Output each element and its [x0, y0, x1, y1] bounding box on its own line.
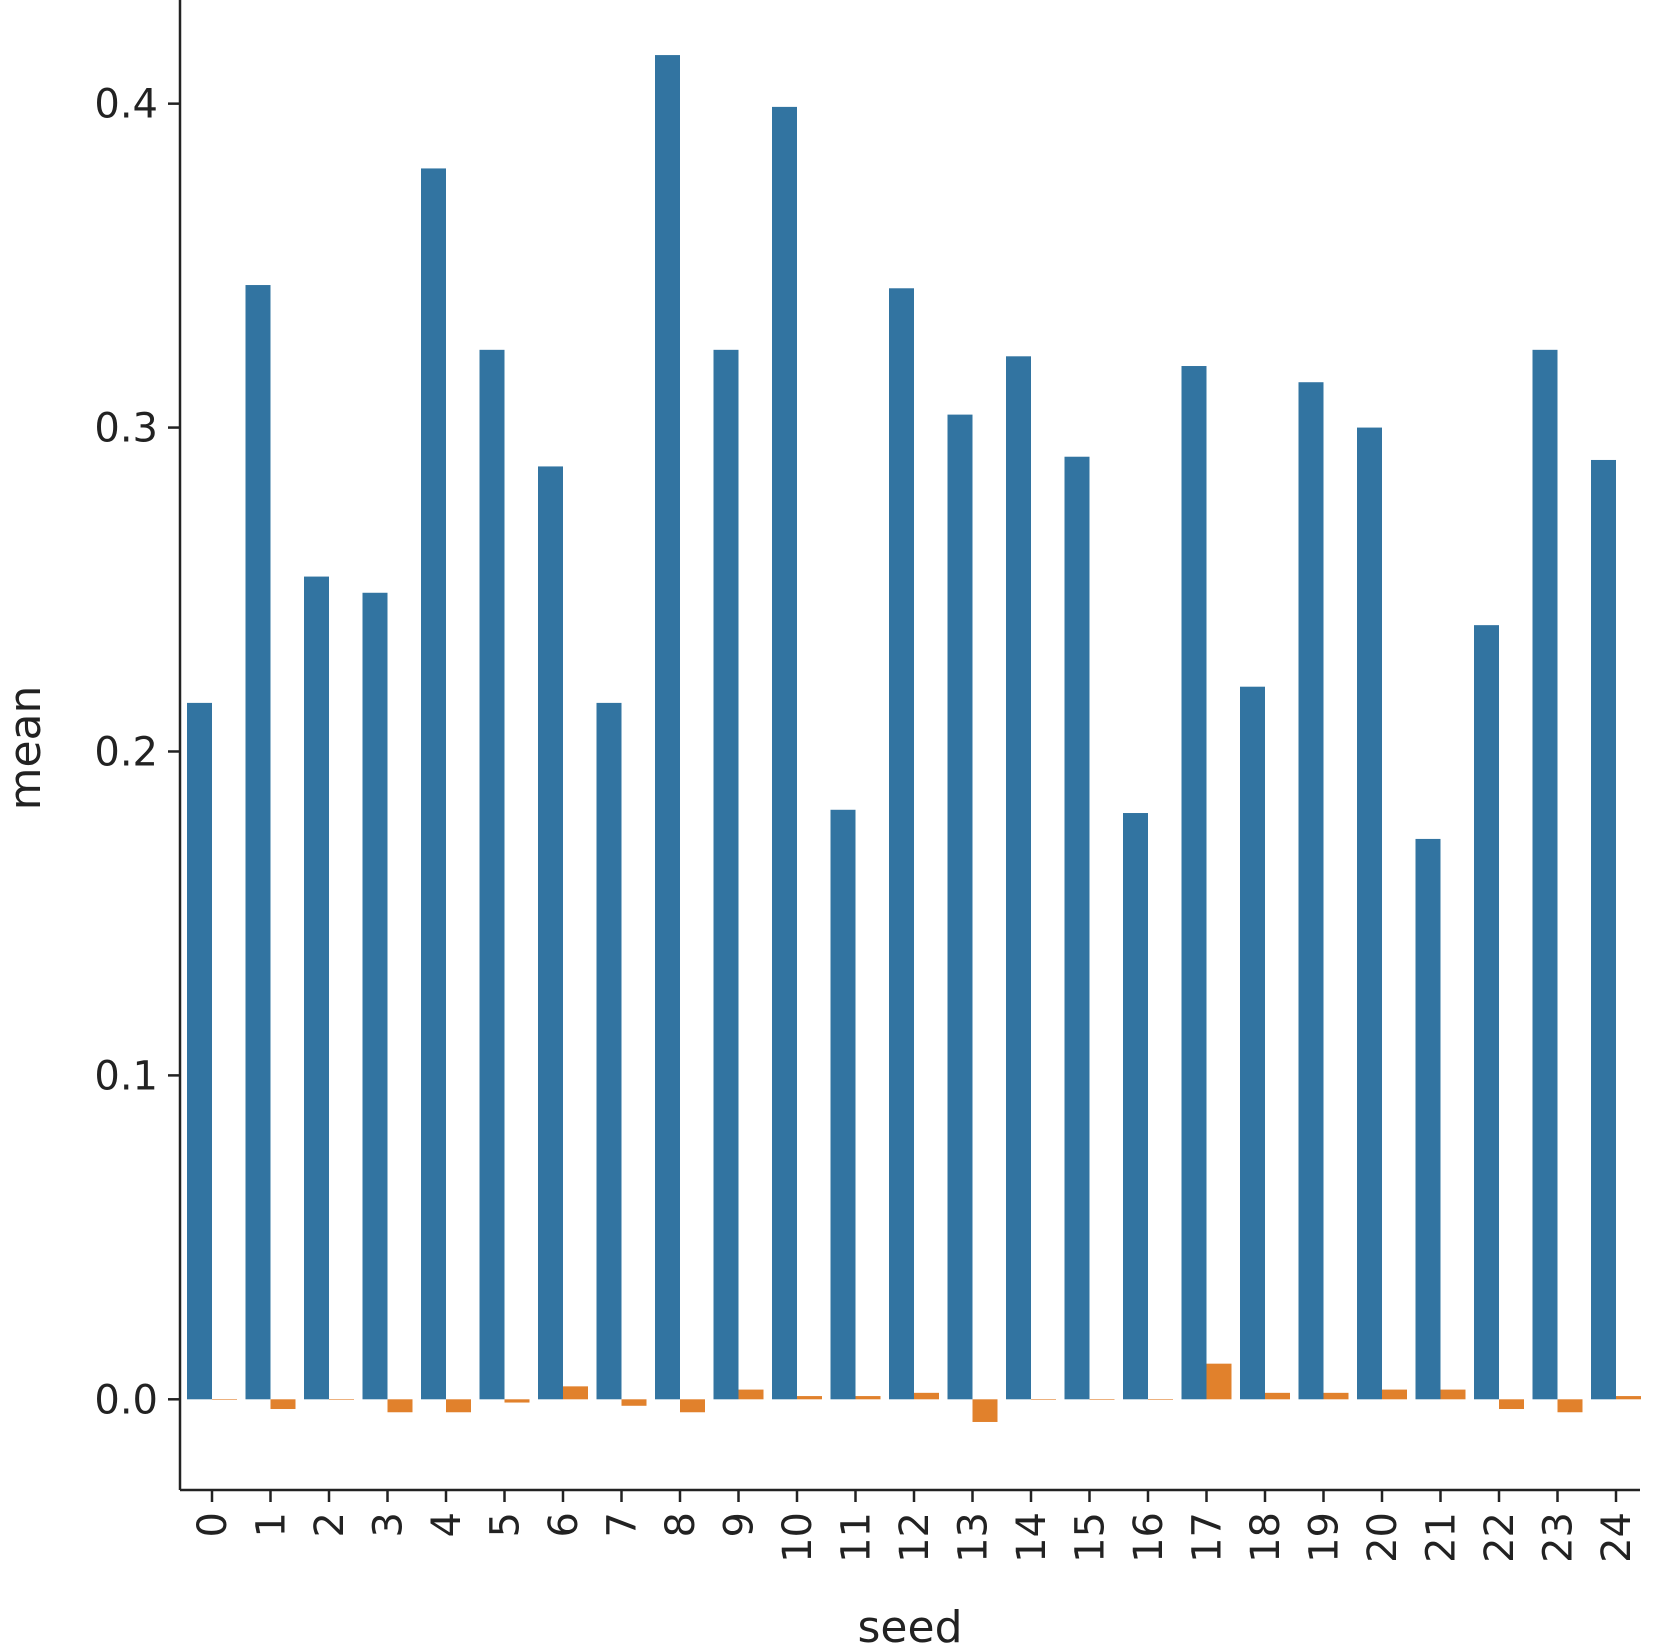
y-tick-label: 0.1	[94, 1053, 158, 1099]
bar-series2-seed-8	[680, 1399, 705, 1413]
x-tick-label: 10	[775, 1512, 821, 1563]
bar-series2-seed-23	[1557, 1399, 1583, 1413]
x-tick-label: 21	[1419, 1512, 1465, 1563]
bar-series2-seed-9	[738, 1389, 764, 1400]
bar-series2-seed-3	[387, 1399, 413, 1413]
bar-series1-seed-18	[1240, 686, 1265, 1400]
bar-series1-seed-3	[362, 592, 388, 1400]
bar-series2-seed-15	[1089, 1399, 1115, 1400]
x-tick-label: 16	[1126, 1512, 1172, 1563]
x-tick-label: 3	[366, 1512, 412, 1537]
x-tick-label: 11	[834, 1512, 880, 1563]
bar-series1-seed-4	[421, 168, 446, 1400]
bar-series1-seed-24	[1591, 459, 1616, 1400]
x-tick-label: 14	[1009, 1512, 1055, 1563]
y-axis: 0.0 0.1 0.2 0.3 0.4	[94, 0, 182, 1490]
bar-series1-seed-1	[245, 285, 271, 1400]
bar-series1-seed-14	[1006, 356, 1031, 1400]
x-tick-label: 2	[307, 1512, 353, 1537]
bar-series1-seed-17	[1181, 366, 1207, 1400]
x-tick-label: 17	[1185, 1512, 1231, 1563]
y-tick-label: 0.3	[94, 406, 158, 452]
bar-series2-seed-17	[1206, 1363, 1232, 1400]
bar-series1-seed-8	[655, 55, 680, 1400]
bar-series1-seed-15	[1064, 456, 1090, 1400]
bar-series2-seed-22	[1499, 1399, 1524, 1410]
bar-series1-seed-7	[596, 702, 622, 1400]
x-tick-label: 19	[1302, 1512, 1348, 1563]
x-tick-label: 8	[658, 1512, 704, 1537]
bar-series1-seed-19	[1298, 382, 1324, 1400]
bar-series1-seed-5	[479, 349, 505, 1400]
x-tick-label: 5	[483, 1512, 529, 1537]
y-tick-label: 0.2	[94, 729, 158, 775]
bar-series2-seed-12	[914, 1392, 939, 1400]
y-tick-label: 0.4	[94, 82, 158, 128]
bar-series2-seed-16	[1148, 1399, 1173, 1400]
bar-series2-seed-20	[1382, 1389, 1407, 1400]
x-tick-label: 13	[951, 1512, 997, 1563]
x-tick-label: 4	[424, 1512, 470, 1537]
x-tick-label: 1	[249, 1512, 295, 1537]
y-axis-title: mean	[0, 686, 51, 811]
x-tick-label: 22	[1477, 1512, 1523, 1563]
y-tick-label: 0.0	[94, 1377, 158, 1423]
bar-series1-seed-11	[830, 809, 856, 1400]
bar-series1-seed-21	[1415, 838, 1441, 1400]
bar-series2-seed-11	[855, 1396, 881, 1400]
bar-series2-seed-1	[270, 1399, 296, 1410]
bars-group	[187, 55, 1641, 1422]
bar-series2-seed-24	[1616, 1396, 1641, 1400]
bar-series1-seed-2	[304, 576, 329, 1400]
x-tick-label: 20	[1360, 1512, 1406, 1563]
bar-series1-seed-23	[1532, 349, 1558, 1400]
bar-series2-seed-2	[329, 1399, 354, 1400]
x-tick-label: 15	[1068, 1512, 1114, 1563]
bar-series1-seed-12	[889, 288, 914, 1400]
x-tick-label: 23	[1536, 1512, 1582, 1563]
x-tick-label: 7	[600, 1512, 646, 1537]
bar-series2-seed-7	[621, 1399, 647, 1406]
bar-series1-seed-13	[947, 414, 973, 1400]
x-tick-label: 18	[1243, 1512, 1289, 1563]
bar-series1-seed-6	[538, 466, 563, 1400]
bar-series1-seed-16	[1123, 813, 1148, 1400]
bar-series1-seed-10	[772, 106, 797, 1400]
bar-series1-seed-0	[187, 702, 212, 1400]
bar-series2-seed-6	[563, 1386, 588, 1400]
bar-series1-seed-22	[1474, 625, 1499, 1400]
x-tick-label: 6	[541, 1512, 587, 1537]
bar-series2-seed-19	[1323, 1392, 1349, 1400]
bar-series2-seed-14	[1031, 1399, 1056, 1400]
bar-series2-seed-13	[972, 1399, 998, 1422]
x-tick-label: 0	[190, 1512, 236, 1537]
bar-series2-seed-18	[1265, 1392, 1290, 1400]
bar-series1-seed-20	[1357, 427, 1382, 1400]
bar-series2-seed-5	[504, 1399, 530, 1403]
bar-series2-seed-10	[797, 1396, 822, 1400]
bar-series2-seed-21	[1440, 1389, 1466, 1400]
x-tick-label: 12	[892, 1512, 938, 1563]
x-tick-label: 9	[717, 1512, 763, 1537]
x-axis-title: seed	[858, 1602, 963, 1650]
bar-series1-seed-9	[713, 349, 739, 1400]
x-axis: 0 1 2 3 4 5 6 7 8 9 10 11 12 13 14 15 16 17 18 19 20 21 22 23 24	[180, 1488, 1640, 1563]
bar-series2-seed-0	[212, 1399, 237, 1400]
bar-series2-seed-4	[446, 1399, 471, 1413]
x-tick-label: 24	[1594, 1512, 1640, 1563]
